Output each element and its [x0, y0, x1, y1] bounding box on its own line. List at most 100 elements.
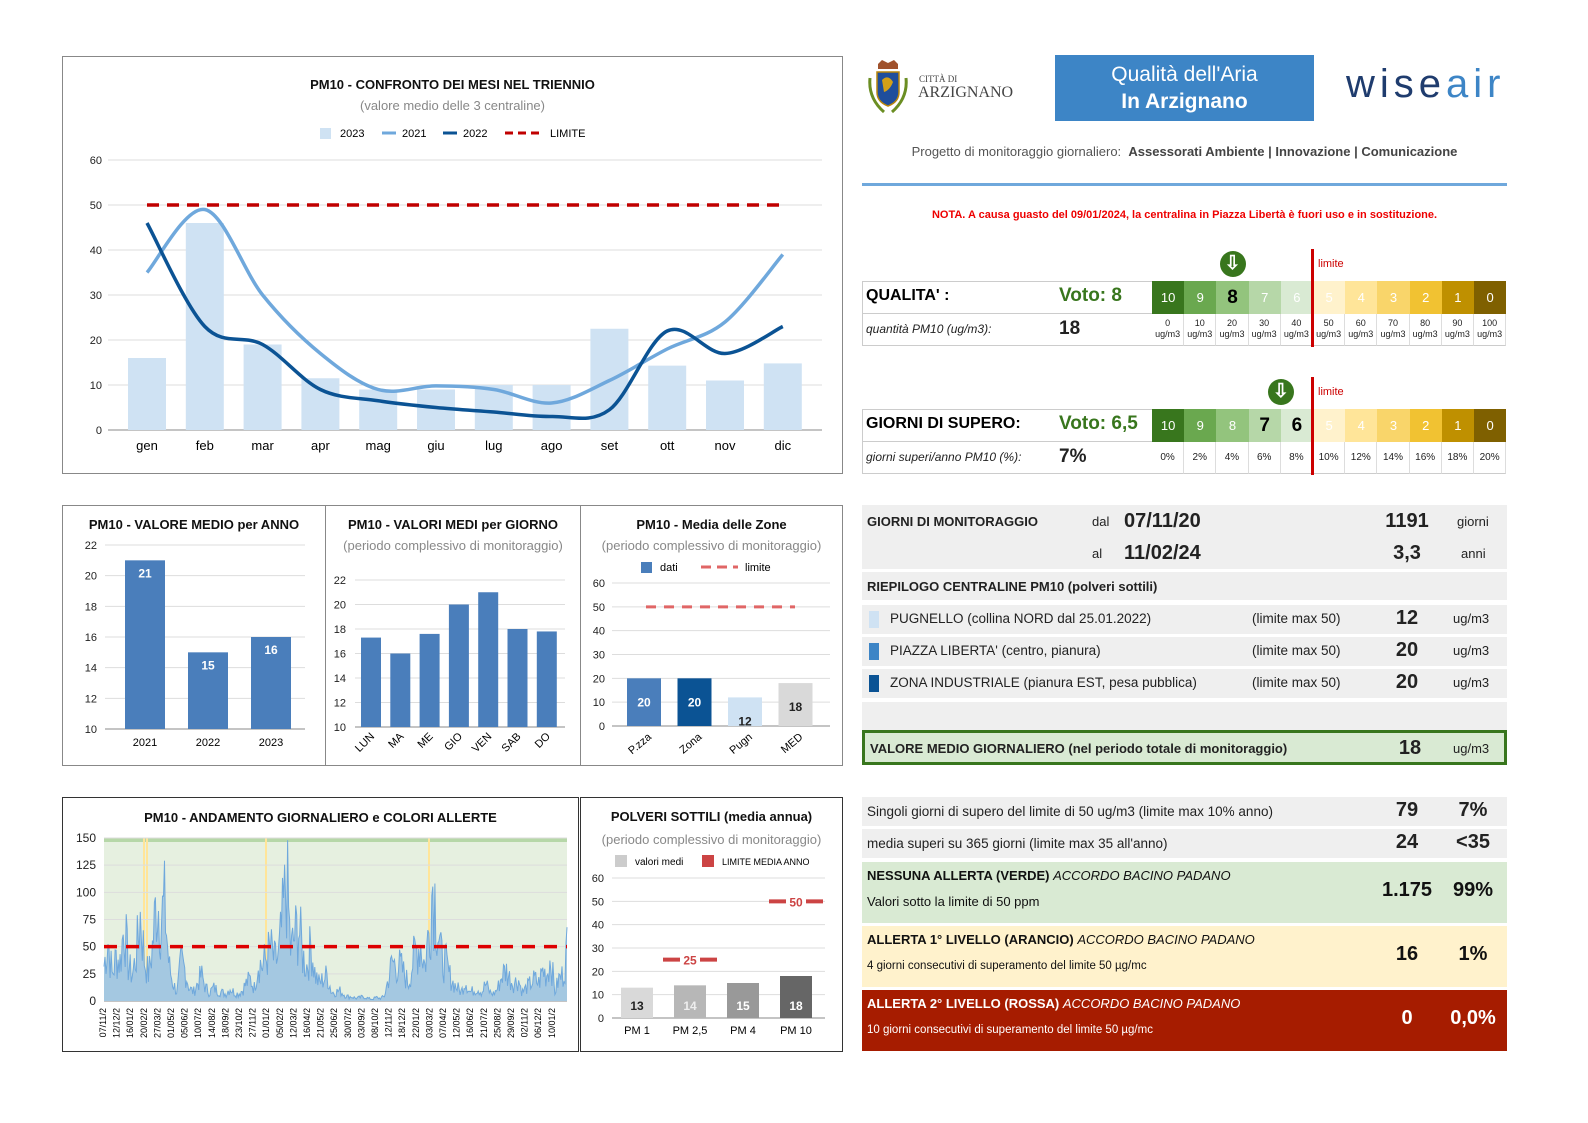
threshold-value: 30	[1259, 318, 1270, 328]
threshold-unit: ug/m3	[1477, 329, 1503, 339]
brand-a: wise	[1346, 62, 1447, 106]
station-name: PIAZZA LIBERTA' (centro, pianura)	[890, 643, 1101, 658]
x-tick-label: MA	[386, 730, 407, 751]
x-tick-label: 12/05/2	[452, 1008, 462, 1038]
y-tick-label: 22	[85, 540, 97, 552]
scale-value: 7%	[1059, 446, 1087, 467]
grade-cell: 1	[1441, 409, 1474, 442]
station-value: 12	[1395, 607, 1419, 629]
project-depts: Assessorati Ambiente | Innovazione | Com…	[1128, 144, 1458, 159]
x-tick-label: 30/07/2	[343, 1008, 353, 1038]
x-tick-label: 12/03/2	[288, 1008, 298, 1038]
vote: Voto: 8	[1059, 285, 1122, 306]
grade-cell: 2	[1409, 281, 1442, 314]
scale-value: 18	[1059, 318, 1081, 339]
limit-label: 25	[683, 954, 697, 968]
grade-cell: 1	[1441, 281, 1474, 314]
station-color-swatch	[869, 675, 879, 692]
x-tick-label: 22/01/2	[411, 1008, 421, 1038]
threshold-value: 70	[1387, 318, 1398, 328]
grade-cell: 4	[1345, 409, 1378, 442]
spacer-row	[862, 702, 1507, 730]
bar-polveri	[727, 983, 759, 1018]
bar-zone	[627, 678, 661, 726]
title-line1: Qualità dell'Aria	[1111, 63, 1258, 86]
x-tick-label: VEN	[470, 731, 495, 756]
legend-swatch	[702, 855, 714, 867]
y-tick-label: 0	[89, 994, 96, 1008]
legend-label: dati	[660, 562, 678, 574]
threshold-cell: 30 ug/m3	[1248, 314, 1281, 346]
grade-cell: 4	[1345, 281, 1378, 314]
station-name: ZONA INDUSTRIALE (pianura EST, pesa pubb…	[890, 675, 1197, 690]
bar-label: 18	[789, 700, 803, 714]
grade-cell: 0	[1474, 409, 1507, 442]
scale-label-cell	[862, 281, 1152, 314]
alert-row: NESSUNA ALLERTA (VERDE) ACCORDO BACINO P…	[862, 862, 1507, 923]
threshold-value: 80	[1420, 318, 1431, 328]
x-tick-label: 18/09/2	[220, 1008, 230, 1038]
line-2022	[145, 222, 784, 421]
station-limit: (limite max 50)	[1252, 611, 1341, 626]
city-logo: CITTÀ DI ARZIGNANO	[864, 58, 1014, 118]
grade-cell: 7	[1248, 409, 1281, 442]
alert-count: 1.175	[1381, 879, 1433, 901]
bar-polveri	[621, 987, 653, 1018]
bar-label: 16	[264, 643, 278, 657]
y-tick-label: 30	[593, 650, 605, 662]
legend-swatch	[320, 128, 331, 139]
avg-row: VALORE MEDIO GIORNALIERO (nel periodo to…	[862, 730, 1507, 765]
x-tick-label: PM 10	[780, 1025, 812, 1037]
threshold-cell: 12%	[1345, 442, 1378, 474]
y-tick-label: 10	[334, 722, 346, 734]
y-tick-label: 14	[334, 673, 346, 685]
y-tick-label: 20	[592, 966, 604, 978]
threshold-value: 100	[1482, 318, 1498, 328]
exceed-percent: 7%	[1458, 799, 1488, 821]
y-tick-label: 0	[598, 1013, 604, 1025]
y-tick-label: 60	[593, 578, 605, 590]
threshold-cell: 20%	[1474, 442, 1507, 474]
y-tick-label: 100	[76, 885, 96, 899]
threshold-value: 10	[1194, 318, 1205, 328]
brand-b: air	[1446, 62, 1506, 106]
legend-swatch	[641, 562, 652, 573]
y-tick-label: 50	[593, 602, 605, 614]
threshold-unit: ug/m3	[1444, 329, 1470, 339]
scale-label-cell	[862, 409, 1152, 442]
to-date: 11/02/24	[1124, 542, 1201, 564]
scale-sub-label: giorni superi/anno PM10 (%):	[866, 450, 1022, 464]
limit-label: limite	[1318, 258, 1344, 270]
x-tick-label: dic	[774, 438, 791, 453]
brand-logo: wiseair	[1346, 62, 1505, 107]
x-tick-label: 01/01/2	[261, 1008, 271, 1038]
chart-subtitle: (valore medio delle 3 centraline)	[360, 98, 545, 113]
bar-year	[125, 560, 165, 729]
threshold-unit: ug/m3	[1380, 329, 1406, 339]
exceed-percent: <35	[1456, 831, 1490, 853]
legend-label: valori medi	[635, 857, 683, 868]
x-tick-label: ott	[660, 438, 675, 453]
y-tick-label: 18	[334, 624, 346, 636]
grade-cell: 9	[1184, 409, 1217, 442]
alert-row: ALLERTA 2° LIVELLO (ROSSA) ACCORDO BACIN…	[862, 990, 1507, 1051]
x-tick-label: PM 1	[624, 1025, 650, 1037]
grade-cell: 5	[1313, 409, 1346, 442]
chart-title: PM10 - VALORI MEDI per GIORNO	[348, 517, 558, 532]
x-tick-label: 21/05/2	[316, 1008, 326, 1038]
alert-desc: 10 giorni consecutivi di superamento del…	[867, 1024, 1153, 1036]
x-tick-label: giu	[427, 438, 444, 453]
legend-label: LIMITE MEDIA ANNO	[722, 857, 810, 867]
avg-value: 18	[1398, 737, 1422, 759]
x-tick-label: 03/03/2	[424, 1008, 434, 1038]
bar-2023	[243, 344, 282, 430]
bar-day	[478, 592, 499, 727]
exceed-count: 24	[1395, 831, 1419, 853]
alert-title: NESSUNA ALLERTA (VERDE) ACCORDO BACINO P…	[867, 868, 1231, 883]
scale-sub-label: quantità PM10 (ug/m3):	[866, 322, 992, 336]
bar-year	[251, 637, 291, 729]
grade-cell: 9	[1184, 281, 1217, 314]
note: NOTA. A causa guasto del 09/01/2024, la …	[931, 209, 1438, 221]
threshold-unit: ug/m3	[1283, 329, 1309, 339]
